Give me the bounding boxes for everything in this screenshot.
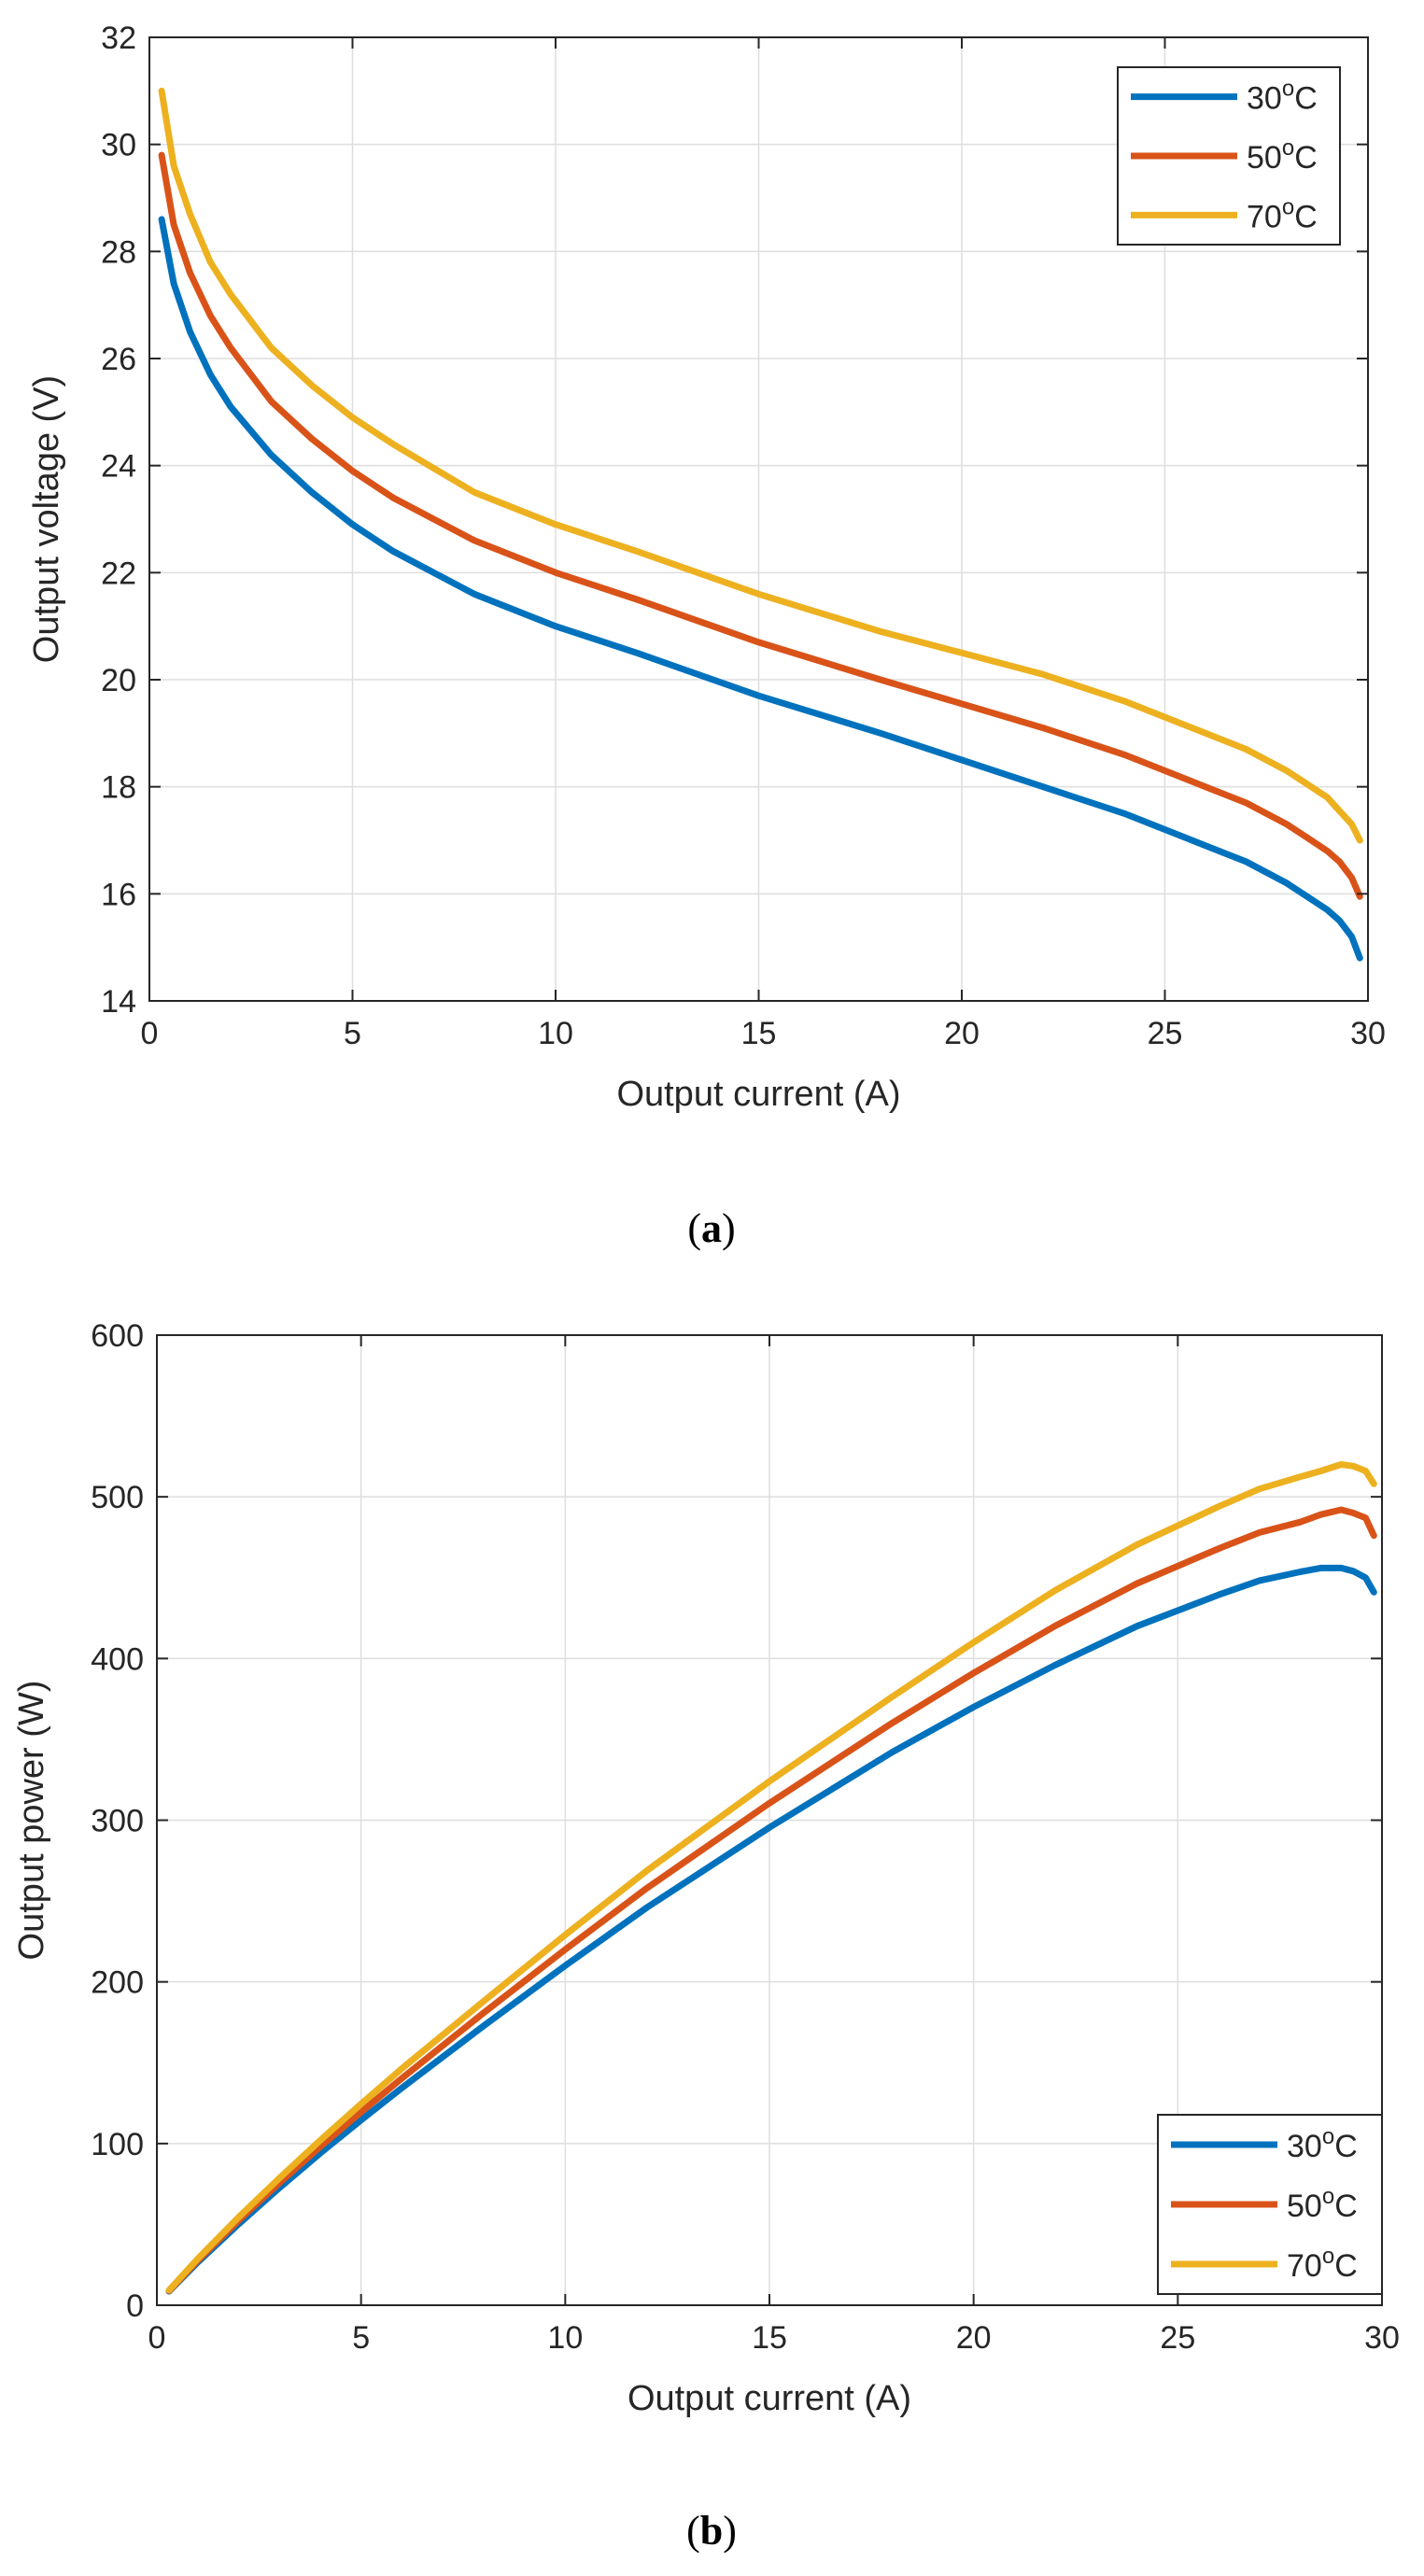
y-tick-label: 14 [101,984,136,1020]
series-group [165,1461,1377,2295]
y-tick-label: 200 [91,1965,144,2001]
y-tick-label: 18 [101,770,136,806]
ticks: 0 5 10 15 20 25 30 14 16 18 20 22 24 26 28 30 32 [101,21,1386,1051]
grid [149,37,1368,1001]
y-tick-label: 400 [91,1641,144,1677]
y-tick-label: 600 [91,1318,144,1354]
y-tick-label: 500 [91,1480,144,1515]
series-line-30 [165,1564,1377,2295]
x-tick-label: 0 [141,1016,159,1051]
series-line-30 [158,216,1363,962]
y-tick-label: 30 [101,128,136,163]
legend-label-50: 50oC [1287,2184,1358,2224]
y-tick-label: 24 [101,449,136,485]
series-line-50 [158,151,1363,900]
y-tick-label: 22 [101,556,136,591]
legend: 30oC 50oC 70oC [1117,66,1341,246]
x-tick-label: 20 [944,1016,980,1051]
y-tick-label: 0 [126,2288,144,2324]
y-tick-label: 26 [101,342,136,377]
y-axis-label: Output power (W) [12,1681,51,1961]
y-tick-label: 28 [101,234,136,270]
y-tick-label: 32 [101,21,136,56]
series-line-70 [165,1461,1377,2294]
y-tick-label: 300 [91,1804,144,1839]
x-tick-label: 15 [752,2320,787,2356]
caption-b: (b) [686,2508,737,2554]
y-axis-label: Output voltage (V) [27,375,66,663]
y-tick-label: 20 [101,663,136,698]
chart-a-voltage: 0 5 10 15 20 25 30 14 16 18 20 22 24 26 28 30 32 Output c… [27,21,1386,1114]
legend-label-70: 70oC [1287,2244,1358,2284]
series-line-70 [158,87,1363,844]
x-tick-label: 25 [1160,2320,1195,2356]
x-tick-label: 15 [741,1016,777,1051]
x-tick-label: 5 [344,1016,361,1051]
x-tick-label: 30 [1364,2320,1400,2356]
y-tick-label: 16 [101,877,136,912]
x-tick-label: 10 [547,2320,583,2356]
legend-label-30: 30oC [1247,77,1318,117]
x-tick-label: 10 [538,1016,573,1051]
x-axis-label: Output current (A) [616,1075,900,1114]
x-axis-label: Output current (A) [627,2379,911,2418]
caption-a: (a) [687,1205,735,1251]
x-tick-label: 5 [352,2320,370,2356]
x-tick-label: 0 [148,2320,166,2356]
series-line-50 [165,1506,1377,2295]
x-tick-label: 20 [956,2320,992,2356]
legend-label-50: 50oC [1247,135,1318,176]
legend-label-30: 30oC [1287,2124,1358,2164]
legend: 30oC 50oC 70oC [1157,2114,1383,2295]
legend-label-70: 70oC [1247,194,1318,234]
x-tick-label: 30 [1350,1016,1386,1051]
x-tick-label: 25 [1148,1016,1183,1051]
series-group [158,87,1363,962]
y-tick-label: 100 [91,2127,144,2162]
